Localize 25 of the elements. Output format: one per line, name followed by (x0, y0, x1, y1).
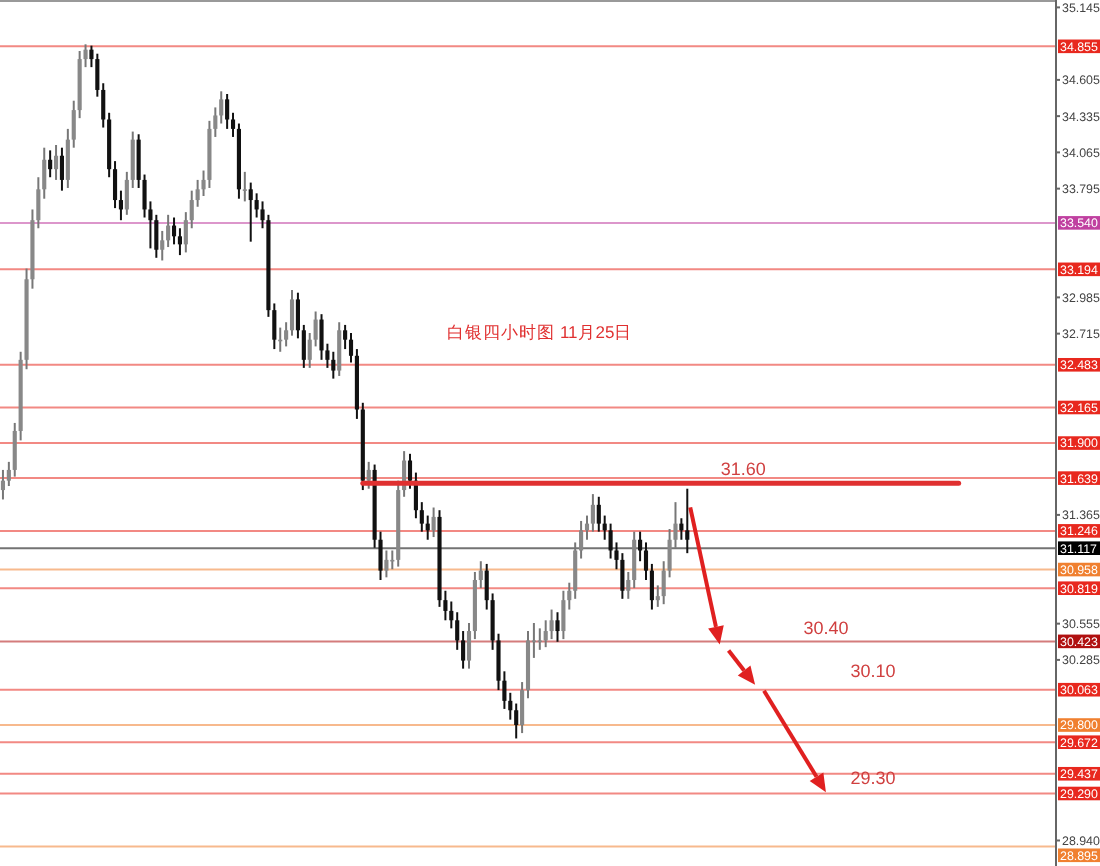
candlestick (366, 460, 371, 490)
candlestick (59, 146, 65, 192)
annotation: 29.30 (850, 768, 896, 789)
candlestick (242, 170, 247, 203)
candlestick (596, 495, 601, 533)
candlestick (225, 92, 230, 130)
text: 白银四小时图 11月25日 (447, 322, 633, 343)
annotation: 30.40 (803, 618, 849, 639)
candlestick (331, 350, 336, 380)
candlestick (431, 506, 436, 539)
candlestick (48, 149, 53, 179)
candlestick (555, 611, 560, 643)
candlestick (537, 627, 542, 651)
annotation: 30.10 (850, 660, 896, 681)
candlestick (590, 493, 595, 533)
candlestick (248, 181, 253, 243)
annotation: 31.60 (720, 459, 766, 480)
candlestick (384, 549, 389, 579)
candlestick (561, 589, 566, 641)
candlestick (53, 144, 59, 181)
candlestick (319, 313, 324, 361)
candlestick (685, 487, 690, 555)
candlestick (0, 468, 6, 501)
candlestick (337, 321, 342, 377)
candlestick (549, 608, 554, 641)
